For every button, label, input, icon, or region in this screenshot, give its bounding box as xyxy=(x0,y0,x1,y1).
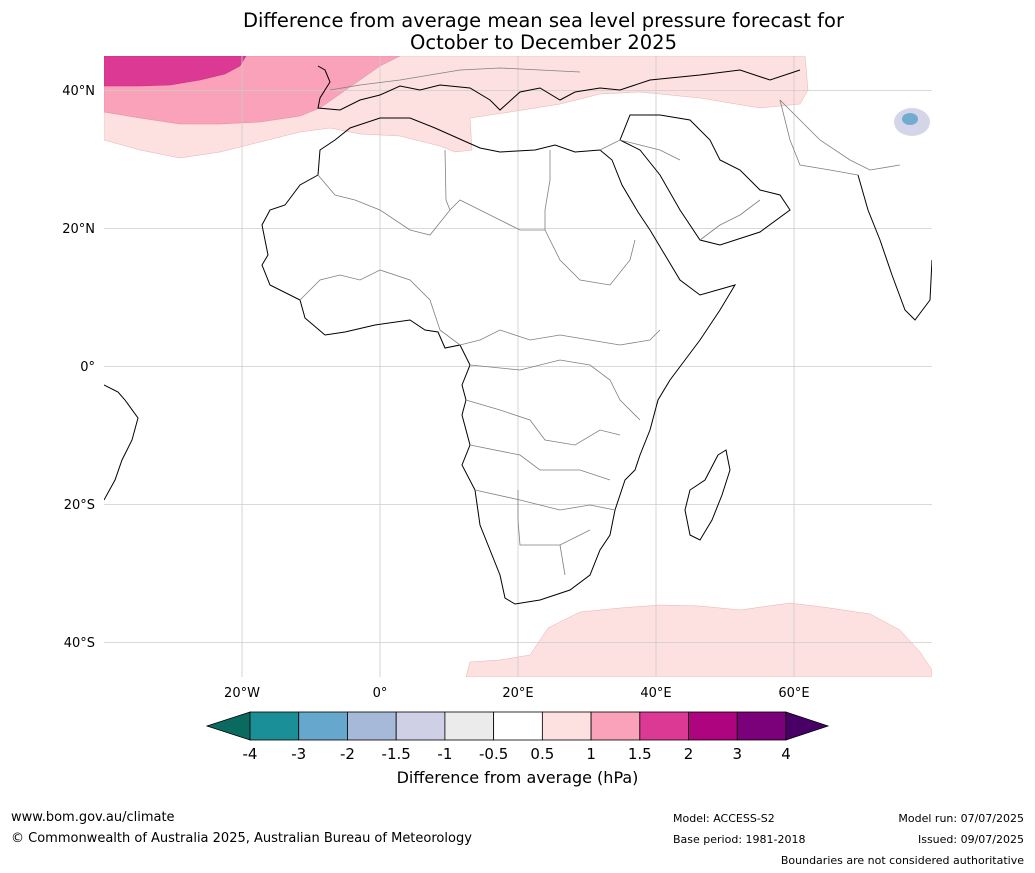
coastlines xyxy=(104,65,932,605)
colorbar-tick-label: -1.5 xyxy=(382,745,411,763)
anomaly-region-0p5-south xyxy=(465,602,932,677)
lon-label: 20°W xyxy=(224,686,260,701)
anomaly-shading xyxy=(104,56,932,677)
madagascar-coastline xyxy=(684,449,731,541)
lat-label: 40°S xyxy=(64,636,95,651)
colorbar-tick-label: -1 xyxy=(437,745,452,763)
colorbar-segment xyxy=(736,711,787,741)
colorbar-under-arrow xyxy=(205,711,251,741)
colorbar-tick-label: -2 xyxy=(340,745,355,763)
colorbar-tick-label: 4 xyxy=(781,745,791,763)
map-title: Difference from average mean sea level p… xyxy=(0,10,1035,54)
lat-label: 40°N xyxy=(62,84,95,99)
anomaly-core-negative-asia xyxy=(902,113,918,125)
colorbar-segment xyxy=(298,711,348,741)
title-line-1: Difference from average mean sea level p… xyxy=(243,9,844,32)
colorbar-label: Difference from average (hPa) xyxy=(396,768,639,787)
europe-coastline xyxy=(317,65,801,111)
arabia-coastline xyxy=(619,114,791,246)
graticule xyxy=(104,56,932,677)
colorbar-tick-label: 0.5 xyxy=(530,745,554,763)
country-borders xyxy=(299,67,901,576)
footer-issued: Issued: 09/07/2025 xyxy=(917,833,1024,846)
lon-label: 40°E xyxy=(640,686,671,701)
india-coastline xyxy=(857,174,932,321)
title-line-2: October to December 2025 xyxy=(410,31,677,54)
latitude-labels: 40°N 20°N 0° 20°S 40°S xyxy=(62,84,95,651)
colorbar-over-arrow xyxy=(785,711,830,741)
colorbar-tick-label: 2 xyxy=(684,745,694,763)
colorbar-segment xyxy=(493,711,543,741)
colorbar-tick-label: -3 xyxy=(291,745,306,763)
south-america-coastline xyxy=(104,384,139,501)
colorbar: -4 -3 -2 -1.5 -1 -0.5 0.5 1 1.5 2 3 4 xyxy=(205,711,830,763)
lat-label: 20°N xyxy=(62,222,95,237)
anomaly-region-1p5-north xyxy=(104,56,247,87)
colorbar-tick-label: -0.5 xyxy=(479,745,508,763)
colorbar-tick-label: -4 xyxy=(243,745,258,763)
footer-model-run: Model run: 07/07/2025 xyxy=(898,812,1024,825)
footer-website: www.bom.gov.au/climate xyxy=(11,810,175,825)
colorbar-segment xyxy=(444,711,495,741)
footer-model: Model: ACCESS-S2 xyxy=(673,812,775,825)
colorbar-tick-label: 1.5 xyxy=(628,745,652,763)
footer-disclaimer: Boundaries are not considered authoritat… xyxy=(780,854,1024,867)
colorbar-segment xyxy=(347,711,397,741)
footer-base-period: Base period: 1981-2018 xyxy=(673,833,806,846)
colorbar-segment xyxy=(541,711,592,741)
colorbar-segment xyxy=(395,711,446,741)
longitude-labels: 20°W 0° 20°E 40°E 60°E xyxy=(224,686,810,701)
lon-label: 0° xyxy=(373,686,388,701)
lat-label: 0° xyxy=(80,360,95,375)
footer-copyright: © Commonwealth of Australia 2025, Austra… xyxy=(11,831,472,846)
colorbar-segment xyxy=(590,711,641,741)
colorbar-tick-label: 3 xyxy=(732,745,742,763)
lon-label: 20°E xyxy=(502,686,533,701)
colorbar-segment xyxy=(249,711,300,741)
colorbar-segment xyxy=(639,711,689,741)
lon-label: 60°E xyxy=(778,686,809,701)
colorbar-tick-label: 1 xyxy=(586,745,596,763)
lat-label: 20°S xyxy=(64,498,95,513)
colorbar-segment xyxy=(688,711,738,741)
africa-coastline xyxy=(261,117,737,605)
